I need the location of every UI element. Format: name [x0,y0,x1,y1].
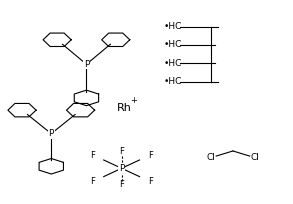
Text: F: F [91,151,95,160]
Text: F: F [148,177,153,186]
Text: F: F [91,177,95,186]
Text: •HC: •HC [164,77,183,86]
Text: •HC: •HC [164,59,183,68]
Text: +: + [130,96,137,105]
Text: P: P [119,164,124,173]
Text: •HC: •HC [164,22,183,31]
Text: F: F [148,151,153,160]
Text: •HC: •HC [164,40,183,49]
Text: P: P [84,60,89,69]
Text: Rh: Rh [117,103,132,113]
Text: P: P [49,129,54,138]
Text: Cl: Cl [207,153,215,162]
Text: Cl: Cl [251,153,259,162]
Text: F: F [119,180,124,189]
Text: F: F [119,147,124,156]
